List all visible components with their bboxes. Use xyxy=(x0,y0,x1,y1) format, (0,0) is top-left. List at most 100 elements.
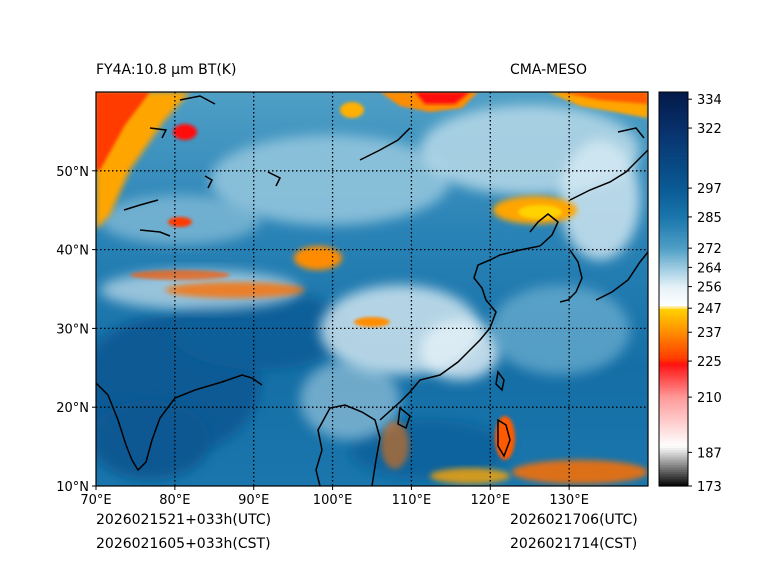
colorbar-segment xyxy=(659,349,688,353)
colorbar-segment xyxy=(659,337,688,341)
colorbar-segment xyxy=(659,128,688,132)
init-time-cst: 2026021605+033h(CST) xyxy=(96,536,271,552)
x-tick-label: 90°E xyxy=(238,493,269,508)
colorbar-segment xyxy=(659,373,688,377)
colorbar-segment xyxy=(659,135,688,139)
colorbar-segment xyxy=(659,289,688,293)
colorbar-segment xyxy=(659,185,688,189)
colorbar-segment xyxy=(659,200,688,204)
colorbar-segment xyxy=(659,94,688,98)
colorbar-segment xyxy=(659,310,688,314)
colorbar-segment xyxy=(659,224,688,228)
colorbar-tick-label: 256 xyxy=(697,281,722,296)
colorbar-segment xyxy=(659,404,688,408)
colorbar-tick-label: 237 xyxy=(697,326,722,341)
colorbar-segment xyxy=(659,195,688,199)
colorbar-segment xyxy=(659,106,688,110)
x-tick-label: 70°E xyxy=(80,493,111,508)
valid-time-cst: 2026021714(CST) xyxy=(510,536,638,552)
colorbar-tick-label: 285 xyxy=(697,211,722,226)
colorbar-segment xyxy=(659,166,688,170)
colorbar-segment xyxy=(659,159,688,163)
colorbar-segment xyxy=(659,168,688,172)
colorbar-segment xyxy=(659,293,688,297)
colorbar-segment xyxy=(659,276,688,280)
x-tick-label: 110°E xyxy=(392,493,432,508)
y-tick-label: 40°N xyxy=(56,244,89,259)
colorbar-segment xyxy=(659,212,688,216)
colorbar-segment xyxy=(659,233,688,237)
colorbar-segment xyxy=(659,99,688,103)
colorbar-segment xyxy=(659,471,688,475)
colorbar-segment xyxy=(659,301,688,305)
colorbar-segment xyxy=(659,329,688,333)
colorbar-segment xyxy=(659,425,688,429)
colorbar-segment xyxy=(659,228,688,232)
colorbar-segment xyxy=(659,108,688,112)
colorbar-tick-label: 272 xyxy=(697,242,722,257)
colorbar-segment xyxy=(659,207,688,211)
colorbar-tick-label: 225 xyxy=(697,355,722,370)
colorbar-segment xyxy=(659,104,688,108)
colorbar-segment xyxy=(659,442,688,446)
colorbar-segment xyxy=(659,111,688,115)
init-time-utc: 2026021521+033h(UTC) xyxy=(96,512,272,528)
colorbar-segment xyxy=(659,125,688,129)
colorbar-segment xyxy=(659,478,688,482)
colorbar-segment xyxy=(659,409,688,413)
colorbar-segment xyxy=(659,406,688,410)
colorbar-segment xyxy=(659,370,688,374)
chart-title: FY4A:10.8 µm BT(K) xyxy=(96,62,237,78)
colorbar-segment xyxy=(659,140,688,144)
colorbar-segment xyxy=(659,118,688,122)
colorbar-segment xyxy=(659,454,688,458)
colorbar-segment xyxy=(659,315,688,319)
colorbar-segment xyxy=(659,365,688,369)
colorbar-segments xyxy=(659,92,688,487)
colorbar-segment xyxy=(659,401,688,405)
colorbar-segment xyxy=(659,476,688,480)
colorbar-segment xyxy=(659,303,688,307)
colorbar-segment xyxy=(659,190,688,194)
colorbar-segment xyxy=(659,389,688,393)
colorbar-segment xyxy=(659,416,688,420)
colorbar-segment xyxy=(659,272,688,276)
x-tick-label: 120°E xyxy=(471,493,511,508)
colorbar-segment xyxy=(659,252,688,256)
colorbar-segment xyxy=(659,449,688,453)
colorbar-segment xyxy=(659,440,688,444)
colorbar-segment xyxy=(659,397,688,401)
colorbar-segment xyxy=(659,421,688,425)
colorbar-segment xyxy=(659,298,688,302)
colorbar-segment xyxy=(659,418,688,422)
colorbar-segment xyxy=(659,332,688,336)
colorbar-segment xyxy=(659,385,688,389)
colorbar-segment xyxy=(659,327,688,331)
colorbar-segment xyxy=(659,243,688,247)
graticule xyxy=(96,92,648,486)
colorbar-segment xyxy=(659,130,688,134)
colorbar-segment xyxy=(659,317,688,321)
colorbar-segment xyxy=(659,178,688,182)
map-frame xyxy=(95,91,649,487)
colorbar-segment xyxy=(659,154,688,158)
colorbar-segment xyxy=(659,291,688,295)
colorbar-segment xyxy=(659,413,688,417)
colorbar-segment xyxy=(659,469,688,473)
colorbar-segment xyxy=(659,286,688,290)
colorbar-segment xyxy=(659,382,688,386)
colorbar-segment xyxy=(659,188,688,192)
colorbar-segment xyxy=(659,387,688,391)
colorbar-segment xyxy=(659,392,688,396)
bt-field xyxy=(96,92,648,486)
colorbar-segment xyxy=(659,269,688,273)
colorbar-segment xyxy=(659,240,688,244)
colorbar-segment xyxy=(659,435,688,439)
colorbar-segment xyxy=(659,344,688,348)
colorbar-segment xyxy=(659,161,688,165)
colorbar-tick-label: 210 xyxy=(697,391,722,406)
colorbar-segment xyxy=(659,132,688,136)
colorbar-segment xyxy=(659,226,688,230)
colorbar-segment xyxy=(659,171,688,175)
